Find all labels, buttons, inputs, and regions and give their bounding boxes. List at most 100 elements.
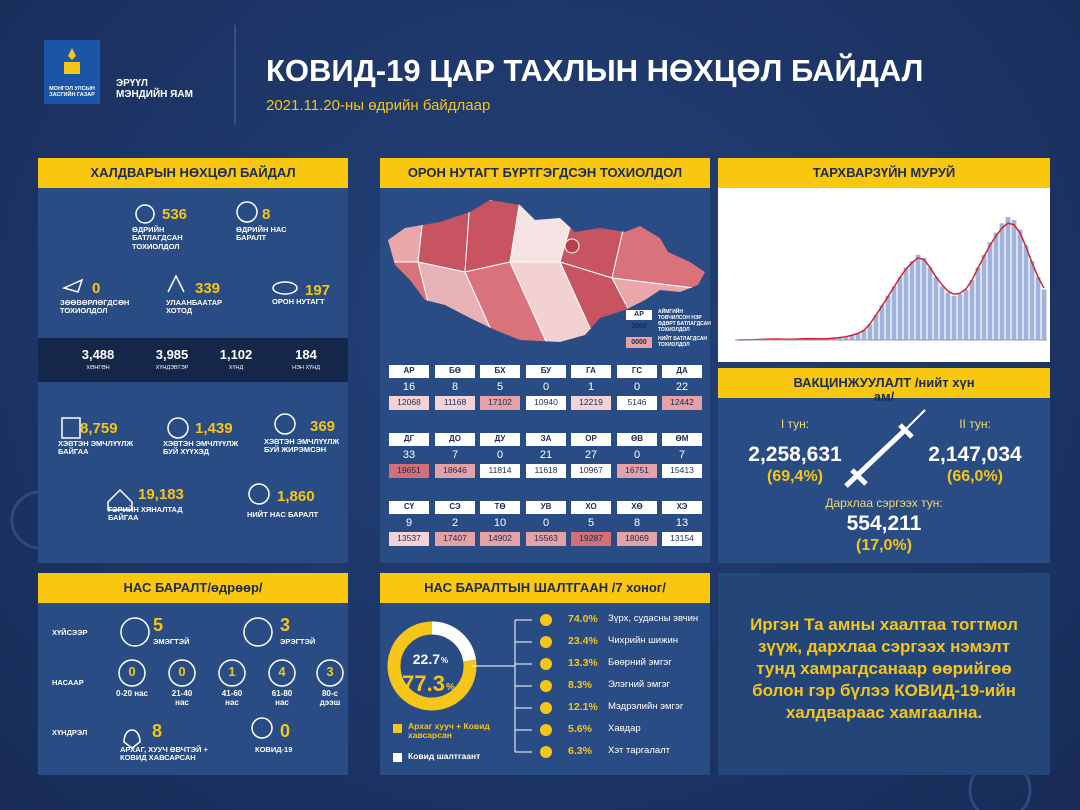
- stat-value: 19,183: [138, 486, 184, 503]
- dose-share: (66,0%): [946, 468, 1004, 485]
- province-total: 11168: [443, 397, 467, 407]
- province-total: 12442: [670, 397, 694, 407]
- province-total: 19287: [579, 533, 603, 543]
- donut-segment: [431, 621, 477, 662]
- death-label: КОВИД-19: [255, 745, 293, 754]
- province-code: ГС: [631, 366, 643, 375]
- severity-label: ХҮНД: [228, 365, 244, 371]
- age-value: 3: [326, 664, 334, 679]
- age-label: 61-80 нас: [271, 689, 293, 707]
- province-code: БУ: [540, 366, 552, 375]
- province-new: 33: [402, 449, 416, 461]
- age-label: 0-20 нас: [116, 689, 148, 698]
- province-total: 12068: [397, 397, 421, 407]
- bar: [873, 314, 879, 340]
- total-box: [571, 464, 611, 478]
- bar: [897, 276, 903, 340]
- row-label: ХҮНДРЭЛ: [52, 728, 88, 737]
- cause-share: 74.0%: [568, 613, 598, 625]
- cause-label: Чихрийн шижин: [608, 635, 679, 646]
- province-total: 13537: [397, 533, 421, 543]
- province-new: 27: [584, 449, 598, 461]
- code-box: [435, 433, 475, 446]
- trend-line: [737, 222, 1045, 341]
- stat-label: НИЙТ НАС БАРАЛТ: [247, 510, 319, 519]
- province-total: 15563: [534, 533, 558, 543]
- province-total: 13154: [670, 533, 694, 543]
- age-label: 80-с дээш: [319, 689, 341, 707]
- bar: [885, 295, 891, 340]
- province-total: 5146: [627, 397, 647, 407]
- cause-icon: [540, 746, 552, 758]
- legend-code-box: [626, 310, 652, 320]
- province-total: 18069: [625, 533, 649, 543]
- total-box: [617, 396, 657, 410]
- death-label: АРХАГ, ХУУЧ ӨВЧТЭЙ + КОВИД ХАВСАРСАН: [120, 745, 208, 763]
- code-box: [389, 365, 429, 378]
- code-box: [480, 433, 520, 446]
- code-box: [480, 365, 520, 378]
- dose-value: 2,147,034: [928, 443, 1022, 466]
- panel-header: [718, 368, 1050, 398]
- row-label: ХҮЙСЭЭР: [52, 628, 88, 637]
- panel-header: [718, 158, 1050, 188]
- bar: [1041, 289, 1047, 340]
- province-new: 0: [496, 449, 504, 461]
- stat-label: ХЭВТЭН ЭМЧЛҮҮЛЖ БУЙ ХҮҮХЭД: [163, 439, 239, 457]
- legend-label: НИЙТ БАТЛАГДСАН ТОХИОЛДОЛ: [658, 336, 708, 348]
- province-code: УВ: [540, 502, 552, 511]
- panel-title: НАС БАРАЛТЫН ШАЛТГААН /7 хоног/: [424, 580, 666, 595]
- stat-label: ӨДРИЙН НАС БАРАЛТ: [236, 225, 287, 243]
- province-new: 5: [587, 517, 595, 529]
- severity-label: ХҮНДЭВТЭР: [155, 365, 189, 371]
- severity-value: 1,102: [219, 347, 253, 362]
- total-box: [662, 464, 702, 478]
- province-code: ӨВ: [631, 434, 643, 443]
- code-box: [480, 501, 520, 514]
- bar: [981, 254, 987, 340]
- cause-share: 6.3%: [568, 745, 592, 757]
- panel-header: [38, 573, 348, 603]
- code-box: [662, 501, 702, 514]
- total-box: [480, 396, 520, 410]
- panel-title: НАС БАРАЛТ/өдрөөр/: [123, 580, 263, 595]
- stat-label: ЗӨӨВӨРЛӨГДСӨН ТОХИОЛДОЛ: [60, 298, 130, 316]
- bar: [951, 295, 957, 340]
- severity-value: 3,985: [155, 347, 189, 362]
- province-new: 22: [675, 381, 689, 393]
- legend-swatch: [393, 724, 402, 733]
- donut-value: 22.7: [412, 651, 440, 667]
- legend-label: АЙМГИЙН ТОВЧИЛСОН НЭР: [658, 309, 702, 321]
- total-box: [435, 396, 475, 410]
- page-title: КОВИД-19 ЦАР ТАХЛЫН НӨХЦӨЛ БАЙДАЛ: [266, 53, 924, 88]
- province-code: ДА: [676, 366, 688, 375]
- severity-value: 184: [295, 347, 317, 362]
- panel-header: [38, 158, 348, 188]
- legend-swatch: [393, 753, 402, 762]
- province-new: 2: [451, 517, 459, 529]
- stat-label: ОРОН НУТАГТ: [272, 297, 325, 306]
- province-new: 13: [675, 517, 689, 529]
- age-label: 21-40 нас: [171, 689, 193, 707]
- stat-value: 339: [195, 280, 221, 297]
- cause-icon: [540, 658, 552, 670]
- death-value: 8: [152, 721, 163, 741]
- bar: [1005, 216, 1011, 340]
- bar: [969, 280, 975, 340]
- province-total: 17102: [488, 397, 512, 407]
- stat-value: 8: [262, 206, 271, 223]
- province-total: 15413: [670, 465, 694, 475]
- row-label: НАСААР: [52, 678, 84, 687]
- dose-value: 554,211: [846, 512, 922, 535]
- cause-share: 23.4%: [568, 635, 598, 647]
- province-code: БӨ: [449, 366, 461, 375]
- death-label: ЭМЭГТЭЙ: [153, 637, 190, 646]
- bar: [903, 267, 909, 340]
- bar: [933, 276, 939, 340]
- province-new: 1: [587, 381, 595, 393]
- age-circle: [218, 659, 246, 687]
- bar: [1035, 276, 1041, 340]
- age-value: 4: [278, 664, 286, 679]
- province-new: 0: [542, 517, 550, 529]
- stat-value: 1,439: [195, 420, 233, 437]
